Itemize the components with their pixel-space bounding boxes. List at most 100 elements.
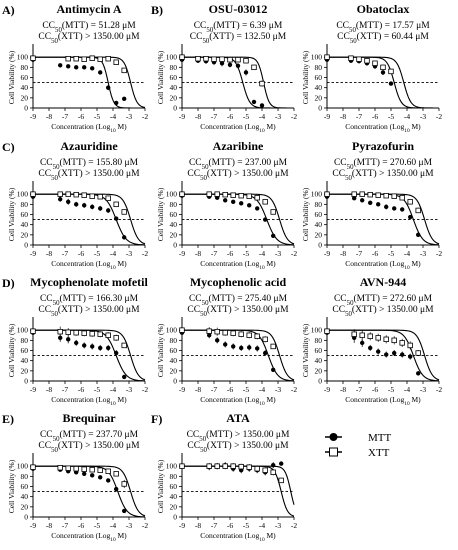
x-tick-label: -5 (388, 385, 394, 394)
y-tick-label: 60 (315, 73, 323, 82)
xtt-point (324, 54, 330, 60)
xtt-point (351, 331, 357, 337)
xtt-point (254, 333, 260, 339)
mtt-point (98, 70, 103, 75)
mtt-point (380, 70, 386, 75)
mtt-point (66, 64, 71, 69)
xtt-point (81, 56, 87, 62)
mtt-point (400, 207, 405, 212)
xtt-point (219, 56, 225, 62)
xtt-point (278, 477, 284, 484)
panel-1: A) Antimycin A CC50(MTT) = 51.28 μMCC50(XT… (2, 2, 148, 134)
y-tick-label: 40 (170, 356, 178, 365)
x-axis-label: Concentration (Log10 M) (200, 122, 276, 134)
xtt-point (230, 192, 236, 198)
xtt-point (399, 340, 405, 346)
x-tick-label: -5 (243, 385, 249, 394)
mtt-point (388, 81, 394, 86)
xtt-point (179, 54, 185, 60)
xtt-point (97, 331, 103, 337)
cc50-line: CC50(XTT) > 1350.00 μM (187, 440, 289, 454)
mtt-point (114, 100, 119, 106)
mtt-point (231, 344, 236, 349)
x-tick-label: -4 (110, 249, 116, 258)
mtt-point (251, 99, 257, 105)
x-tick-label: -8 (46, 249, 52, 258)
mtt-point (384, 352, 389, 357)
legend-mtt-marker (329, 433, 338, 441)
mtt-point (98, 345, 103, 351)
xtt-fit-curve (327, 56, 439, 109)
xtt-point (359, 191, 365, 197)
mtt-point (255, 206, 260, 211)
mtt-point (58, 197, 63, 202)
y-tick-label: 20 (21, 230, 29, 239)
y-tick-label: 40 (21, 83, 29, 92)
x-tick-label: -2 (142, 112, 148, 121)
panel-title: Pyrazofurin (352, 139, 414, 153)
xtt-point (214, 328, 220, 335)
y-axis-label: Cell Viability (%) (156, 323, 165, 377)
xtt-fit-curve (327, 193, 440, 245)
xtt-point (407, 342, 413, 349)
y-axis-label: Cell Viability (%) (301, 323, 310, 377)
mtt-point (74, 202, 79, 207)
x-tick-label: -7 (62, 385, 68, 394)
y-tick-label: 100 (166, 326, 178, 335)
xtt-point (113, 335, 119, 341)
x-tick-label: -3 (126, 385, 132, 394)
mtt-point (243, 70, 249, 75)
x-tick-label: -3 (275, 112, 281, 121)
xtt-point (230, 330, 236, 336)
xtt-point (262, 199, 268, 205)
y-tick-label: 100 (311, 53, 323, 62)
x-tick-label: -2 (436, 385, 442, 394)
mtt-point (255, 346, 260, 351)
mtt-point (106, 345, 111, 351)
y-tick-label: 80 (170, 336, 178, 345)
y-tick-label: 100 (166, 462, 178, 471)
y-tick-label: 0 (24, 513, 28, 522)
xtt-point (179, 191, 185, 197)
y-tick-label: 60 (170, 346, 178, 355)
x-tick-label: -4 (110, 385, 116, 394)
x-tick-label: -3 (126, 112, 132, 121)
x-tick-label: -4 (404, 249, 410, 258)
xtt-point (65, 465, 71, 471)
x-axis-label: Concentration (Log10 M) (200, 531, 276, 543)
mtt-point (223, 198, 228, 203)
panel-title: Azaribine (213, 139, 264, 153)
y-axis-label: Cell Viability (%) (7, 323, 16, 377)
xtt-point (81, 466, 87, 472)
y-tick-label: 60 (170, 73, 178, 82)
x-tick-label: -6 (372, 249, 378, 258)
x-tick-label: -5 (94, 249, 100, 258)
mtt-point (271, 233, 276, 239)
cc50-line: CC50(MTT) = 272.60 μM (334, 293, 433, 307)
mtt-point (114, 216, 119, 221)
x-tick-label: -3 (126, 521, 132, 530)
panel-6: Pyrazofurin CC50(MTT) = 270.60 μMCC50(XTT… (301, 139, 442, 271)
mtt-point (66, 337, 71, 342)
xtt-point (246, 193, 252, 199)
xtt-point (214, 191, 220, 197)
xtt-fit-curve (33, 193, 146, 245)
cc50-line: CC50(XTT) = 60.44 μM (337, 31, 429, 45)
x-tick-label: -6 (227, 112, 233, 121)
xtt-point (30, 191, 36, 197)
mtt-fit-curve (182, 465, 295, 505)
xtt-point (89, 331, 95, 337)
y-tick-label: 0 (24, 377, 28, 386)
xtt-point (81, 192, 87, 198)
y-tick-label: 60 (21, 73, 29, 82)
y-tick-label: 20 (21, 93, 29, 102)
mtt-point (82, 65, 87, 70)
y-tick-label: 20 (170, 93, 178, 102)
x-tick-label: -9 (179, 112, 185, 121)
y-tick-label: 60 (21, 482, 29, 491)
x-tick-label: -8 (46, 385, 52, 394)
x-tick-label: -4 (404, 385, 410, 394)
cc50-line: CC50(XTT) > 1350.00 μM (332, 168, 434, 182)
x-tick-label: -8 (195, 385, 201, 394)
